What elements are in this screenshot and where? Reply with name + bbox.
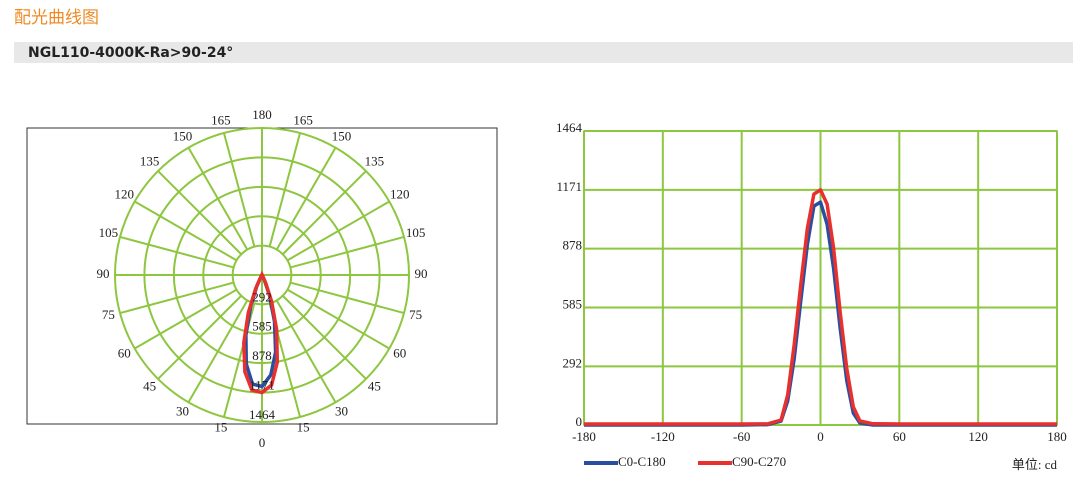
angle-label: 180: [252, 107, 272, 122]
x-tick-label: -180: [572, 429, 596, 444]
x-tick-label: -120: [651, 429, 675, 444]
y-tick-label: 878: [563, 238, 583, 253]
polar-spoke: [282, 295, 367, 380]
legend-label: C0-C180: [618, 454, 666, 469]
angle-label: 60: [118, 345, 131, 360]
angle-label: 120: [390, 186, 410, 201]
polar-spoke: [290, 281, 405, 315]
y-tick-label: 0: [576, 414, 583, 429]
unit-label: 单位: cd: [1012, 457, 1058, 472]
polar-spoke: [134, 200, 238, 262]
y-tick-label: 1464: [556, 120, 583, 135]
polar-spoke: [222, 132, 256, 247]
radial-tick-label: 1171: [249, 378, 275, 393]
radial-tick-label: 585: [252, 319, 272, 334]
polar-spoke: [282, 170, 367, 255]
subtitle-bar: [14, 42, 1073, 63]
angle-label: 0: [259, 435, 266, 450]
page-title: 配光曲线图: [14, 8, 99, 28]
angle-label: 150: [173, 128, 193, 143]
angle-label: 150: [332, 128, 352, 143]
angle-label: 30: [335, 404, 348, 419]
y-tick-label: 585: [563, 297, 583, 312]
polar-curve: [242, 270, 280, 395]
angle-label: 90: [97, 266, 110, 281]
angle-label: 90: [415, 266, 428, 281]
polar-spoke: [157, 170, 242, 255]
y-tick-label: 1171: [556, 179, 582, 194]
polar-spoke: [286, 200, 390, 262]
polar-spoke: [119, 281, 234, 315]
polar-spoke: [187, 147, 249, 251]
polar-spoke: [134, 288, 238, 350]
polar-spoke: [157, 295, 242, 380]
y-tick-label: 292: [563, 355, 583, 370]
angle-label: 45: [143, 378, 156, 393]
angle-label: 120: [115, 186, 135, 201]
angle-label: 15: [297, 420, 310, 435]
polar-spoke: [119, 235, 234, 269]
polar-spoke: [290, 235, 405, 269]
legend-label: C90-C270: [732, 454, 786, 469]
x-tick-label: -60: [733, 429, 750, 444]
angle-label: 135: [140, 154, 160, 169]
angle-label: 165: [293, 112, 313, 127]
angle-label: 30: [176, 404, 189, 419]
x-tick-label: 60: [893, 429, 906, 444]
subtitle: NGL110-4000K-Ra>90-24°: [28, 45, 233, 61]
angle-label: 75: [102, 307, 115, 322]
x-tick-label: 120: [968, 429, 988, 444]
polar-spoke: [268, 132, 302, 247]
angle-label: 60: [393, 345, 406, 360]
x-tick-label: 180: [1047, 429, 1067, 444]
polar-spoke: [275, 147, 337, 251]
angle-label: 105: [99, 225, 119, 240]
angle-label: 165: [211, 112, 231, 127]
polar-spoke: [275, 299, 337, 403]
angle-label: 135: [365, 154, 385, 169]
angle-label: 105: [406, 225, 426, 240]
line-series: [584, 188, 1057, 426]
x-tick-label: 0: [817, 429, 824, 444]
radial-tick-label: 1464: [249, 407, 276, 422]
angle-label: 45: [368, 378, 381, 393]
radial-tick-label: 292: [252, 289, 272, 304]
angle-label: 15: [214, 420, 227, 435]
angle-label: 75: [409, 307, 422, 322]
polar-spoke: [187, 299, 249, 403]
polar-spoke: [286, 288, 390, 350]
radial-tick-label: 878: [252, 348, 272, 363]
